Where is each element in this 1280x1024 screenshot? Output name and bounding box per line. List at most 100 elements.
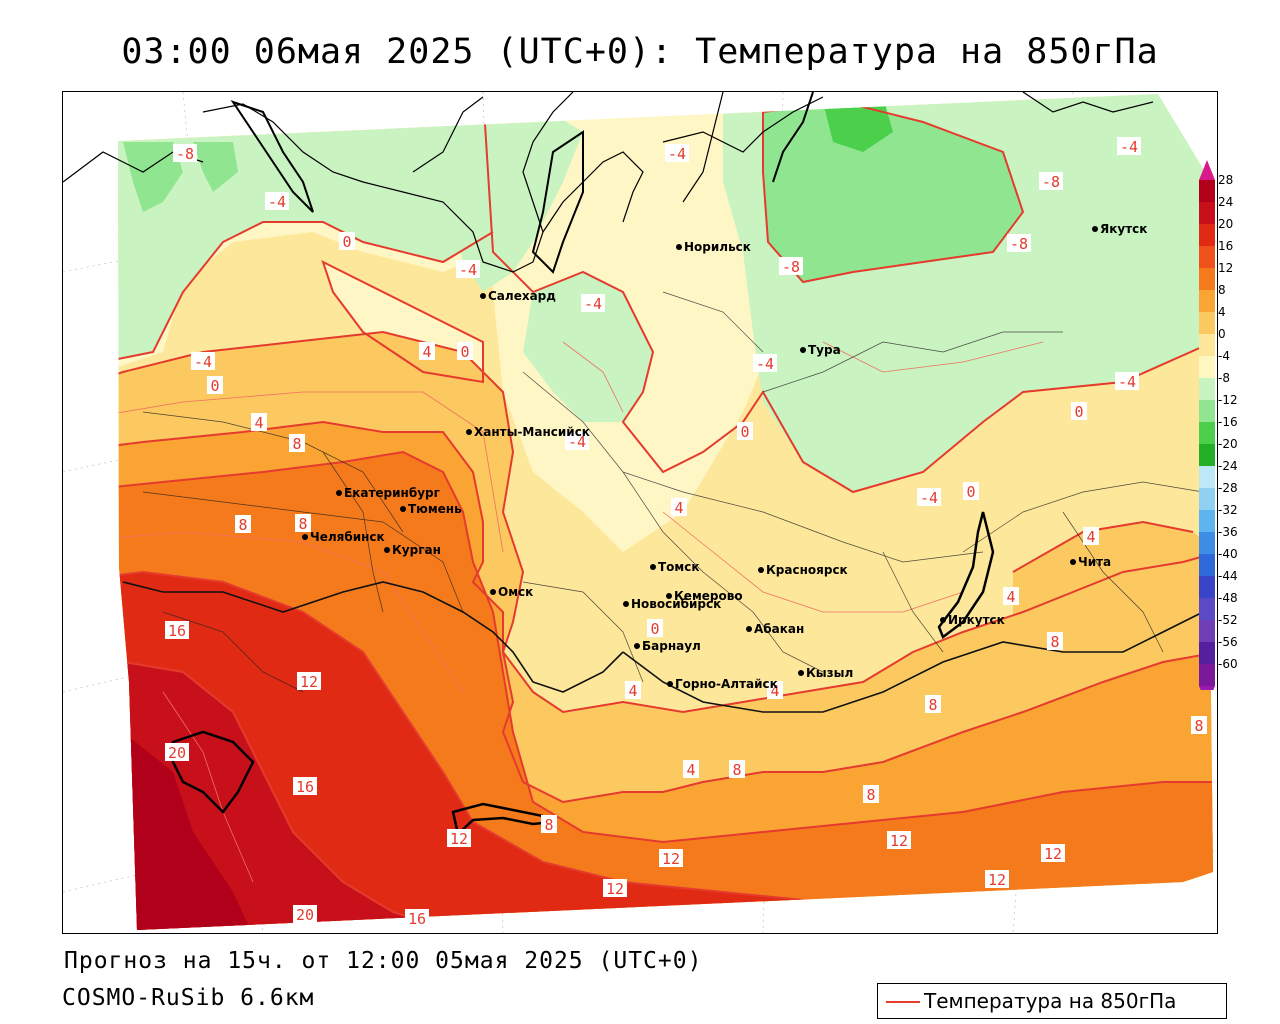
- city-label: Тюмень: [408, 502, 462, 516]
- colorbar-swatch: [1199, 510, 1215, 532]
- isotherm-label-bg: [917, 488, 941, 506]
- isotherm-label: -4: [194, 353, 212, 371]
- city-marker-dot: [466, 429, 472, 435]
- isotherm-label-bg: [1115, 372, 1139, 390]
- isotherm-label-bg: [251, 413, 267, 431]
- colorbar-swatch: [1199, 356, 1215, 378]
- city-marker-dot: [650, 564, 656, 570]
- isotherm-label-bg: [665, 144, 689, 162]
- isotherm-label: 4: [1086, 528, 1095, 546]
- temperature-field: [118, 94, 1213, 930]
- city-label: Омск: [498, 585, 533, 599]
- colorbar-tick-label: -28: [1218, 481, 1238, 495]
- isotherm-label: 4: [674, 499, 683, 517]
- colorbar-scale: 28 24 20 16 12 8 4 0 -4 -8 -12 -16 -20 -24 -28 -32 -36 -4…: [1199, 160, 1238, 706]
- isotherm-label-bg: [207, 376, 223, 394]
- isotherm-label: -4: [668, 145, 686, 163]
- isotherm-label: -4: [1120, 138, 1138, 156]
- isotherm-label-bg: [737, 422, 753, 440]
- colorbar-top-arrow: [1199, 160, 1215, 180]
- isotherm-label-bg: [339, 232, 355, 250]
- city-label: Новосибирск: [631, 597, 721, 611]
- isotherm-label: 0: [342, 233, 351, 251]
- isotherm-label-bg: [887, 831, 911, 849]
- isotherm-label-bg: [295, 514, 311, 532]
- isotherm-label: 4: [686, 761, 695, 779]
- colorbar-swatch: [1199, 180, 1215, 202]
- isotherm-label: 20: [296, 906, 314, 924]
- isotherm-label: 4: [1006, 588, 1015, 606]
- city-label: Тура: [808, 343, 841, 357]
- isotherm-label-bg: [647, 619, 663, 637]
- isotherm-labels: -8 -4 -4 0 -4 -4 -4 -8 -8 -8 -4 -4 0 4 0 -4 4 8 -4 0 0 -4 0 4 8 8…: [165, 137, 1207, 928]
- isotherm-label: 16: [296, 778, 314, 796]
- baikal-outline: [937, 511, 995, 639]
- isotherm-label: 8: [928, 696, 937, 714]
- isotherm-label-bg: [293, 905, 317, 923]
- colorbar-tick-label: -4: [1218, 349, 1230, 363]
- isotherm-label: -8: [782, 258, 800, 276]
- isotherm-label: -4: [920, 489, 938, 507]
- colorbar-tick-label: 20: [1218, 217, 1233, 231]
- isotherm-label-bg: [1041, 844, 1065, 862]
- isotherm-label: 4: [422, 343, 431, 361]
- isotherm-label: -8: [1042, 173, 1060, 191]
- colorbar-swatch: [1199, 664, 1215, 686]
- isotherm-label: 20: [168, 744, 186, 762]
- city-label: Курган: [392, 543, 441, 557]
- isotherm-label: 4: [254, 414, 263, 432]
- isotherm-label: 12: [300, 673, 318, 691]
- colorbar-tick-label: -48: [1218, 591, 1238, 605]
- colorbar-tick-label: -20: [1218, 437, 1238, 451]
- isotherm-label-bg: [603, 879, 627, 897]
- city-label: Кемерово: [674, 589, 743, 603]
- colorbar-tick-label: -24: [1218, 459, 1238, 473]
- isotherm-label: -4: [268, 193, 286, 211]
- city-label: Томск: [658, 560, 700, 574]
- colorbar-swatch: [1199, 290, 1215, 312]
- isotherm-label: 8: [544, 816, 553, 834]
- city-marker-dot: [940, 617, 946, 623]
- isotherm-label-bg: [963, 482, 979, 500]
- isotherm-label-bg: [165, 621, 189, 639]
- colorbar-bottom-arrow: [1199, 686, 1215, 706]
- map-area[interactable]: -8 -4 -4 0 -4 -4 -4 -8 -8 -8 -4 -4 0 4 0 -4 4 8 -4 0 0 -4 0 4 8 8…: [62, 91, 1218, 934]
- colorbar-tick-label: -32: [1218, 503, 1238, 517]
- isotherm-label-bg: [625, 681, 641, 699]
- isotherm-label-bg: [265, 192, 289, 210]
- colorbar-swatch: [1199, 334, 1215, 356]
- isotherm-label: -4: [1118, 373, 1136, 391]
- isotherm-label: -4: [584, 295, 602, 313]
- isotherm-label-bg: [779, 257, 803, 275]
- city-label: Абакан: [754, 622, 804, 636]
- isotherm-label-bg: [753, 354, 777, 372]
- isotherm-label-bg: [671, 498, 687, 516]
- colorbar-swatch: [1199, 620, 1215, 642]
- colorbar-swatch: [1199, 268, 1215, 290]
- isotherm-label: 16: [168, 622, 186, 640]
- city-label: Барнаул: [642, 639, 701, 653]
- city-marker-dot: [746, 626, 752, 632]
- city-marker-dot: [490, 589, 496, 595]
- isotherm-label: -4: [459, 261, 477, 279]
- isotherm-label-bg: [581, 294, 605, 312]
- city-marker-dot: [302, 534, 308, 540]
- city-label: Красноярск: [766, 563, 848, 577]
- isotherm-label-bg: [1039, 172, 1063, 190]
- isotherm-label-bg: [191, 352, 215, 370]
- isotherm-label-bg: [173, 144, 197, 162]
- isotherm-label-bg: [289, 434, 305, 452]
- city-label: Ханты-Мансийск: [474, 425, 590, 439]
- isotherm-label-bg: [767, 681, 783, 699]
- isotherm-label: -8: [1010, 235, 1028, 253]
- isotherm-label-bg: [457, 342, 473, 360]
- legend-label: Температура на 850гПа: [924, 989, 1177, 1013]
- colorbar-swatch: [1199, 598, 1215, 620]
- isotherm-label: 8: [866, 786, 875, 804]
- colorbar-swatch: [1199, 576, 1215, 598]
- colorbar-tick-label: 16: [1218, 239, 1233, 253]
- isotherm-label-bg: [1071, 402, 1087, 420]
- isotherm-label: 4: [628, 682, 637, 700]
- colorbar-swatch: [1199, 466, 1215, 488]
- colorbar-swatch: [1199, 378, 1215, 400]
